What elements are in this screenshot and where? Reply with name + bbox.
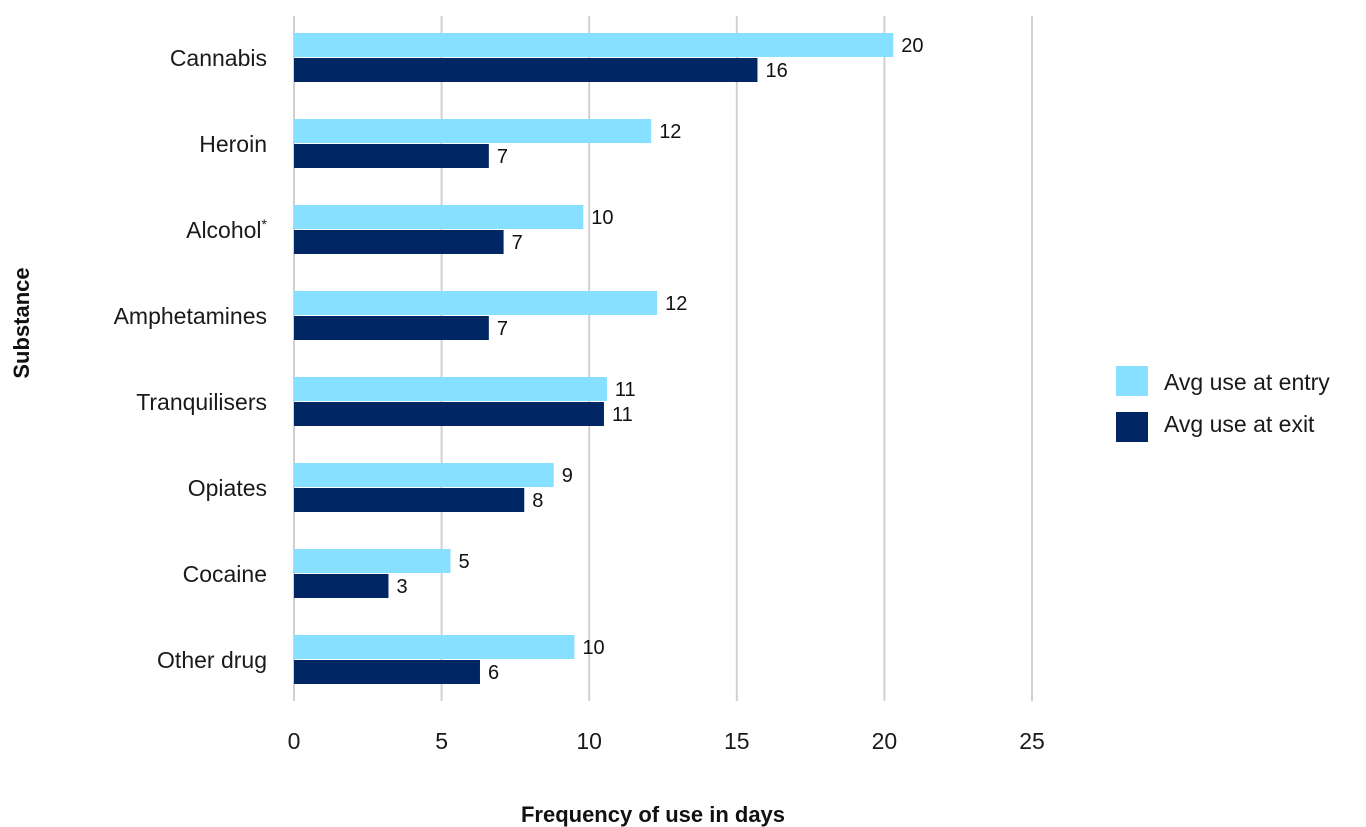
- value-labels: 20 16 12 7 10 7 12 7 11 11 98 5 3 10 6: [396, 35, 923, 684]
- bar-entry: [294, 205, 584, 229]
- value-label-exit: 6: [488, 662, 499, 684]
- bar-exit: [294, 58, 758, 82]
- value-label-entry: 11: [615, 379, 636, 401]
- category-label: Opiates: [188, 475, 267, 501]
- category-label: Tranquilisers: [136, 389, 267, 415]
- bar-entry: [294, 463, 554, 487]
- value-label-entry: 12: [659, 121, 681, 143]
- bar-exit: [294, 402, 604, 426]
- y-axis-title: Substance: [9, 267, 34, 378]
- bar-exit: [294, 230, 504, 254]
- x-tick-label: 25: [1019, 728, 1045, 754]
- value-label-exit: 8: [532, 490, 543, 512]
- category-labels: Cannabis Heroin Alcohol* Amphetamines Tranqu…: [114, 45, 268, 673]
- value-label-entry: 20: [901, 35, 923, 57]
- bar-exit: [294, 660, 480, 684]
- bar-exit: [294, 144, 489, 168]
- value-label-exit: 7: [512, 232, 523, 254]
- value-label-exit: 7: [497, 146, 508, 168]
- bar-entry: [294, 33, 894, 57]
- bar-entry: [294, 119, 652, 143]
- x-tick-label: 15: [724, 728, 750, 754]
- value-label-entry: 12: [665, 293, 687, 315]
- value-label-exit: 3: [396, 576, 407, 598]
- gridlines: [293, 16, 1033, 701]
- category-footnote-marker: *: [262, 216, 268, 232]
- x-tick-label: 10: [576, 728, 602, 754]
- legend-label-entry: Avg use at entry: [1164, 369, 1330, 395]
- bar-exit: [294, 574, 389, 598]
- bar-exit: [294, 488, 525, 512]
- legend-swatch-entry: [1116, 366, 1148, 396]
- value-label-exit: 16: [765, 60, 787, 82]
- category-label: Amphetamines: [114, 303, 267, 329]
- x-tick-labels: 0 5 10 15 20 25: [288, 728, 1045, 754]
- bar-entry: [294, 635, 575, 659]
- category-label: Cocaine: [183, 561, 267, 587]
- bar-entry: [294, 291, 658, 315]
- value-label-entry: 5: [458, 551, 469, 573]
- bar-exit: [294, 316, 489, 340]
- value-label-entry: 10: [591, 207, 613, 229]
- category-label: Heroin: [199, 131, 267, 157]
- value-label-entry: 10: [582, 637, 604, 659]
- x-axis-title: Frequency of use in days: [521, 802, 785, 827]
- bar-entry: [294, 377, 607, 401]
- x-tick-label: 20: [872, 728, 898, 754]
- legend-swatch-exit: [1116, 412, 1148, 442]
- category-label: Cannabis: [170, 45, 267, 71]
- legend-label-exit: Avg use at exit: [1164, 411, 1315, 437]
- value-label-entry: 9: [562, 465, 573, 487]
- bars: [294, 33, 894, 684]
- value-label-exit: 11: [612, 404, 633, 426]
- bar-entry: [294, 549, 451, 573]
- legend: Avg use at entry Avg use at exit: [1116, 366, 1330, 442]
- category-label: Other drug: [157, 647, 267, 673]
- x-tick-label: 0: [288, 728, 301, 754]
- value-label-exit: 7: [497, 318, 508, 340]
- x-tick-label: 5: [435, 728, 448, 754]
- category-label: Alcohol*: [186, 216, 267, 243]
